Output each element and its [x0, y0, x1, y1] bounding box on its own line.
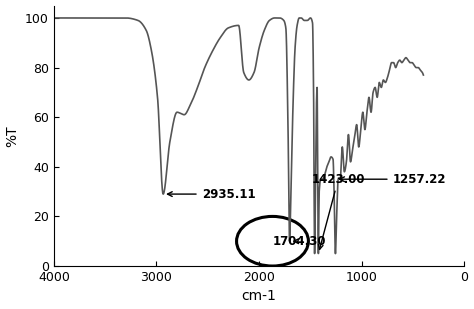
- Text: 2935.11: 2935.11: [167, 188, 255, 201]
- Text: 1257.22: 1257.22: [340, 173, 446, 186]
- Y-axis label: %T: %T: [6, 125, 19, 146]
- X-axis label: cm-1: cm-1: [242, 290, 277, 303]
- Text: 1423.00: 1423.00: [311, 173, 365, 249]
- Text: 1704.30: 1704.30: [273, 235, 326, 248]
